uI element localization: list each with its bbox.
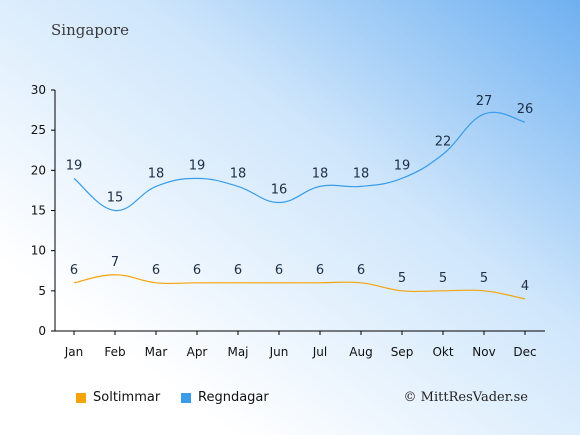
legend-label-rain: Regndagar: [198, 390, 269, 405]
y-tick-label: 25: [31, 123, 46, 137]
data-label-rain: 19: [66, 158, 83, 173]
data-label-sun: 6: [316, 263, 324, 278]
legend-swatch-rain: [181, 392, 191, 403]
legend: Soltimmar Regndagar: [0, 390, 580, 410]
series-line-sun: [73, 274, 526, 300]
credit-text: © MittResVader.se: [403, 390, 528, 405]
data-label-sun: 7: [111, 255, 119, 270]
data-label-sun: 6: [193, 263, 201, 278]
x-tick-label: Sep: [391, 345, 414, 359]
x-tick-label: Okt: [432, 345, 453, 359]
data-label-rain: 15: [107, 191, 124, 206]
y-tick-label: 10: [31, 244, 46, 258]
data-label-rain: 26: [517, 102, 534, 117]
data-label-sun: 5: [439, 271, 447, 286]
data-label-sun: 6: [152, 263, 160, 278]
data-label-rain: 19: [394, 158, 411, 173]
data-label-rain: 22: [435, 134, 452, 149]
x-tick-label: Feb: [104, 345, 125, 359]
x-tick-label: Jan: [64, 345, 84, 359]
data-label-sun: 5: [480, 271, 488, 286]
legend-item-rain: Regndagar: [181, 390, 269, 405]
legend-label-sun: Soltimmar: [93, 390, 161, 405]
y-tick-label: 30: [31, 83, 46, 97]
data-label-sun: 6: [234, 263, 242, 278]
data-label-rain: 18: [230, 166, 247, 181]
series-line-rain: [73, 111, 526, 212]
data-label-sun: 4: [521, 279, 529, 294]
chart-title: Singapore: [51, 21, 129, 39]
data-labels: 6 7 6 6 6 6 6 6 5 5 5 4 19 15 18 19 18 16 18 18 19 22 27 26: [66, 94, 534, 294]
x-tick-label: Nov: [472, 345, 495, 359]
data-label-sun: 6: [70, 263, 78, 278]
data-label-rain: 18: [312, 166, 329, 181]
data-label-sun: 6: [357, 263, 365, 278]
data-label-rain: 18: [353, 166, 370, 181]
y-tick-label: 5: [38, 284, 46, 298]
x-tick-label: Jun: [269, 345, 289, 359]
y-tick-label: 15: [31, 204, 46, 218]
x-tick-label: Mar: [145, 345, 168, 359]
x-tick-label: Maj: [227, 345, 248, 359]
x-tick-label: Jul: [312, 345, 327, 359]
legend-swatch-sun: [76, 392, 86, 403]
axes: 0 5 10 15 20 25 30 Jan Feb Mar Apr Maj Jun Jul Aug Sep O…: [31, 83, 545, 359]
data-label-rain: 19: [189, 158, 206, 173]
data-label-sun: 6: [275, 263, 283, 278]
legend-item-sun: Soltimmar: [76, 390, 160, 405]
data-label-rain: 27: [476, 94, 493, 109]
y-tick-label: 0: [38, 324, 46, 338]
series-lines: [73, 111, 526, 300]
data-label-rain: 16: [271, 182, 288, 197]
y-tick-label: 20: [31, 163, 46, 177]
x-tick-label: Dec: [513, 345, 536, 359]
x-tick-label: Aug: [349, 345, 372, 359]
x-tick-label: Apr: [187, 345, 208, 359]
data-label-rain: 18: [148, 166, 165, 181]
data-label-sun: 5: [398, 271, 406, 286]
